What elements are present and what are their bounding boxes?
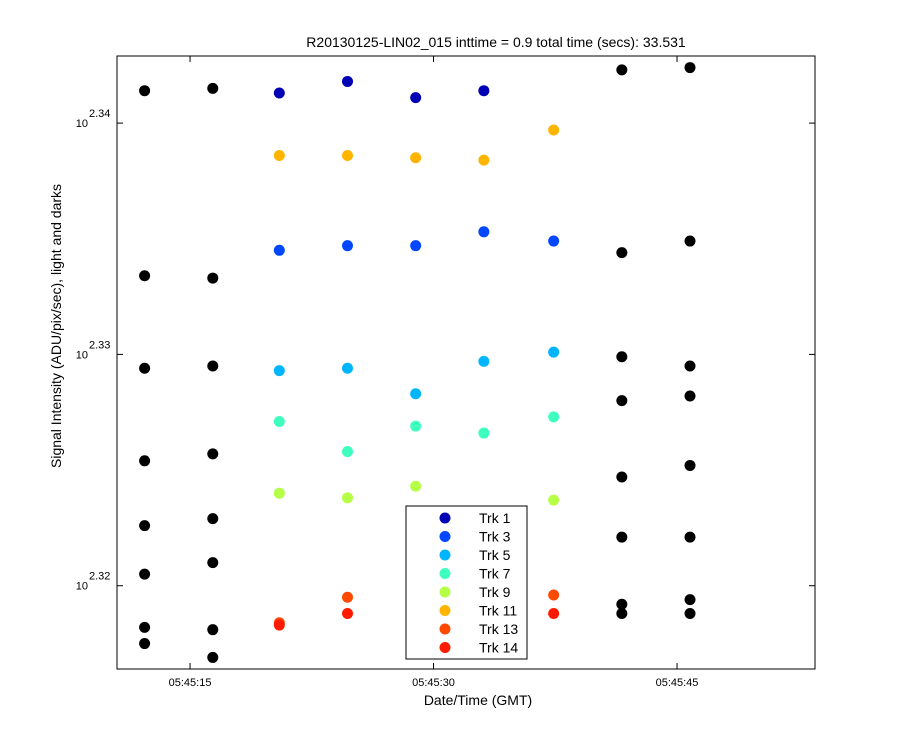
y-tick-label-exponent: 2.32 (89, 571, 110, 583)
legend-marker (439, 623, 451, 635)
data-points (139, 62, 696, 663)
y-tick-label-base: 10 (76, 349, 88, 361)
point-trk-1 (273, 87, 285, 99)
legend-label: Trk 13 (479, 621, 518, 637)
point-darks (207, 272, 219, 284)
point-darks (616, 64, 628, 76)
point-darks (207, 651, 219, 663)
y-tick-label-exponent: 2.34 (89, 108, 110, 120)
point-trk-5 (410, 388, 422, 400)
legend-label: Trk 1 (479, 510, 511, 526)
point-darks (684, 390, 696, 402)
point-trk-11 (548, 124, 560, 136)
legend: Trk 1 Trk 3 Trk 5 Trk 7 Trk 9 Trk 11 Trk 13 Trk… (405, 505, 528, 660)
point-darks (207, 624, 219, 636)
legend-marker (439, 531, 451, 542)
x-tick-label: 05:45:30 (412, 677, 455, 689)
y-tick-label-base: 10 (76, 118, 88, 130)
legend-label: Trk 5 (479, 547, 511, 563)
x-axis-ticks: 05:45:15 05:45:30 05:45:45 (169, 56, 699, 689)
point-trk-1 (478, 85, 490, 97)
legend-label: Trk 11 (479, 603, 517, 619)
point-darks (207, 448, 219, 460)
point-darks (616, 471, 628, 483)
point-trk-7 (273, 415, 285, 427)
point-darks (207, 557, 219, 569)
point-trk-7 (548, 411, 560, 423)
legend-label: Trk 3 (479, 529, 511, 545)
point-trk-11 (478, 154, 490, 166)
point-trk-3 (273, 244, 285, 256)
point-trk-5 (273, 365, 285, 377)
legend-box (405, 505, 528, 660)
point-trk-14 (342, 607, 354, 619)
point-trk-3 (410, 240, 422, 252)
point-trk-7 (478, 427, 490, 439)
point-darks (684, 62, 696, 74)
point-trk-9 (410, 480, 422, 492)
point-darks (616, 247, 628, 259)
x-axis-label: Date/Time (GMT) (424, 692, 532, 708)
point-darks (139, 455, 151, 467)
point-trk-3 (342, 240, 354, 252)
point-trk-5 (548, 346, 560, 358)
point-trk-14 (273, 619, 285, 631)
point-trk-11 (342, 149, 354, 161)
point-darks (139, 85, 151, 97)
y-tick-label-base: 10 (76, 581, 88, 593)
legend-label: Trk 9 (479, 584, 511, 600)
legend-marker (439, 642, 451, 653)
point-trk-3 (478, 226, 490, 238)
point-trk-7 (342, 446, 354, 458)
legend-marker (439, 549, 451, 561)
point-trk-1 (410, 92, 422, 104)
point-darks (616, 531, 628, 543)
legend-marker (439, 586, 451, 598)
point-darks (139, 621, 151, 633)
point-darks (684, 360, 696, 372)
point-trk-5 (342, 362, 354, 374)
point-trk-9 (273, 487, 285, 499)
point-darks (139, 568, 151, 580)
point-trk-13 (342, 591, 354, 603)
legend-marker (439, 568, 451, 579)
point-darks (139, 520, 151, 532)
point-darks (139, 362, 151, 374)
x-tick-label: 05:45:45 (656, 677, 699, 689)
point-darks (684, 235, 696, 247)
point-darks (139, 270, 151, 282)
y-axis-label: Signal Intensity (ADU/pix/sec), light an… (48, 184, 64, 468)
point-darks (139, 638, 151, 650)
point-trk-9 (342, 492, 354, 504)
point-darks (207, 513, 219, 525)
point-darks (684, 459, 696, 471)
legend-marker (439, 512, 451, 524)
point-trk-7 (410, 420, 422, 432)
point-trk-3 (548, 235, 560, 247)
point-darks (616, 598, 628, 610)
point-trk-9 (548, 494, 560, 506)
point-trk-14 (548, 607, 560, 619)
point-trk-11 (410, 152, 422, 164)
point-trk-13 (548, 589, 560, 601)
point-darks (207, 360, 219, 372)
point-darks (684, 607, 696, 619)
y-tick-label-exponent: 2.33 (89, 339, 110, 351)
chart-title: R20130125-LIN02_015 inttime = 0.9 total … (306, 34, 686, 50)
point-darks (616, 395, 628, 407)
point-trk-11 (273, 149, 285, 161)
point-darks (207, 82, 219, 94)
x-tick-label: 05:45:15 (169, 677, 212, 689)
point-trk-1 (342, 75, 354, 87)
point-darks (616, 351, 628, 363)
legend-label: Trk 7 (479, 566, 511, 582)
legend-label: Trk 14 (479, 640, 518, 656)
point-trk-5 (478, 355, 490, 367)
point-darks (684, 531, 696, 543)
legend-marker (439, 605, 451, 616)
point-darks (684, 594, 696, 606)
point-darks (616, 607, 628, 619)
